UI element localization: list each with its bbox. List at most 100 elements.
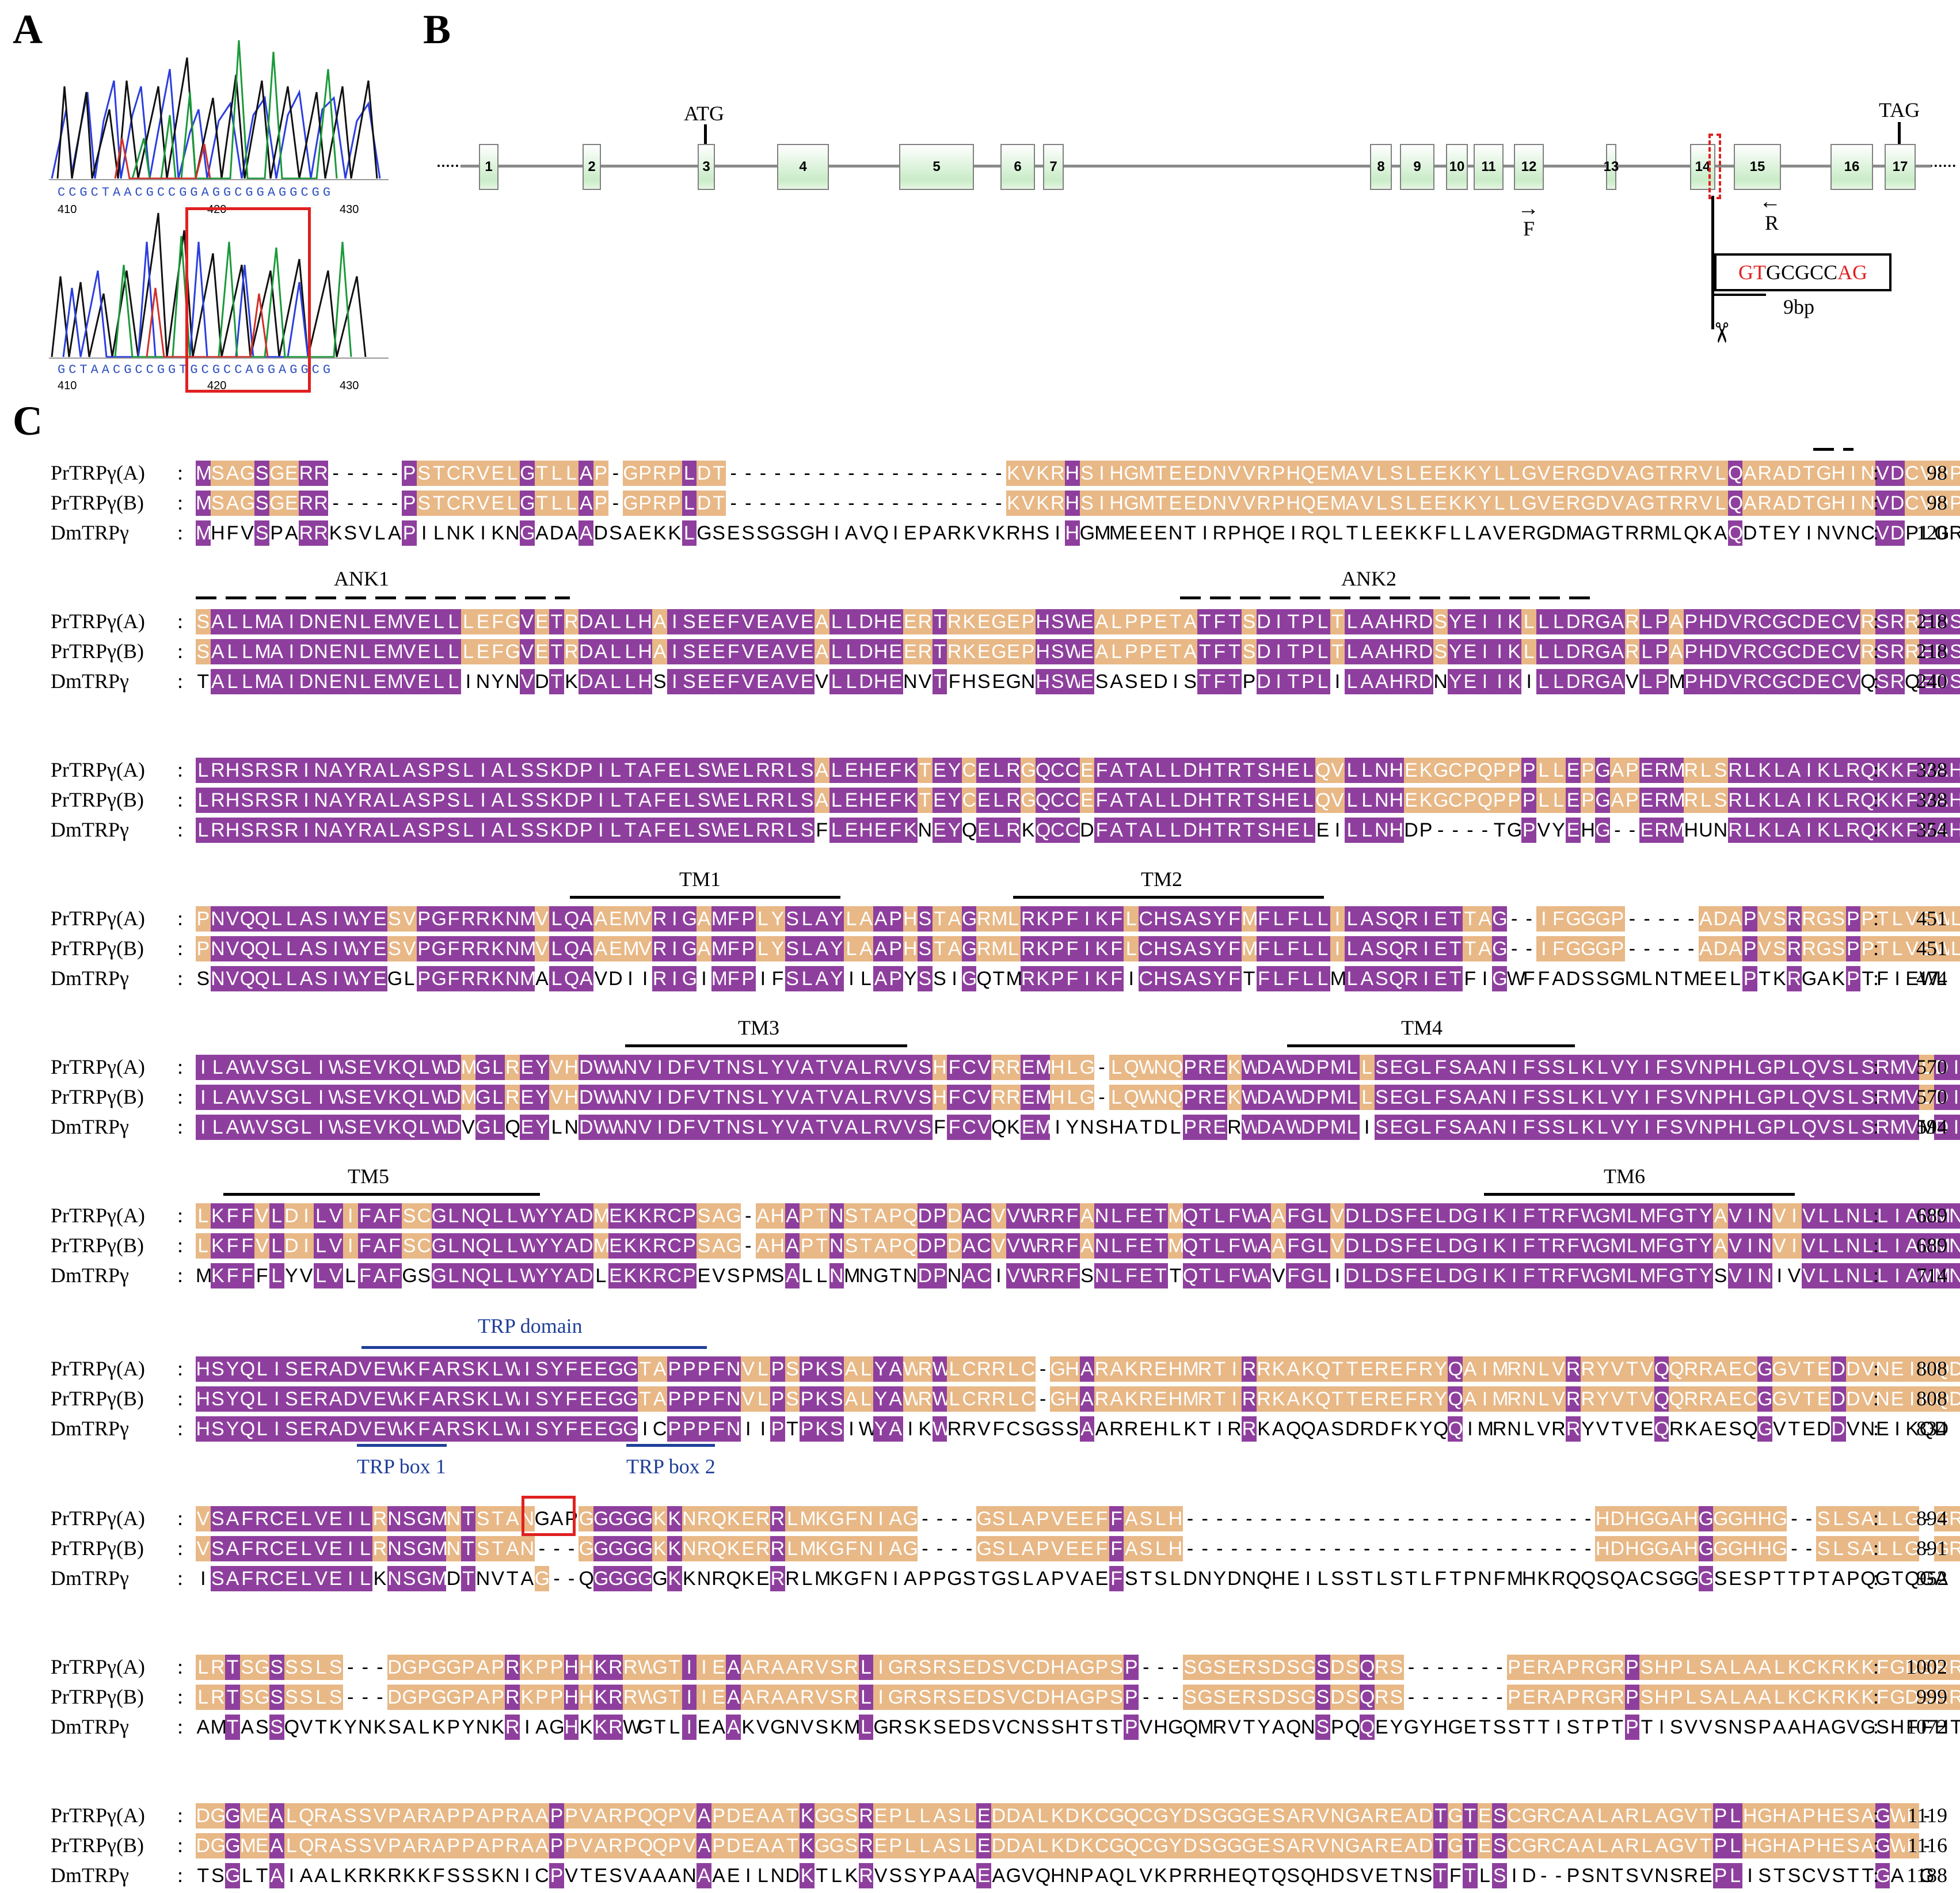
residue: L [446, 609, 461, 634]
residue: S [1551, 1085, 1566, 1110]
residue: G [637, 1506, 653, 1531]
residue: L [1403, 461, 1419, 486]
residue: V [859, 522, 873, 544]
residue: A [1904, 1263, 1920, 1288]
residue: E [1551, 491, 1566, 516]
residue: L [829, 669, 844, 694]
residue: Q [239, 1416, 255, 1442]
residue: Y [1390, 1716, 1403, 1738]
residue: V [1242, 461, 1257, 486]
residue: F [726, 609, 741, 634]
residue: N [505, 671, 520, 693]
residue: S [344, 522, 357, 544]
residue: M [431, 1566, 448, 1591]
residue: L [490, 1263, 505, 1288]
residue: R [1301, 522, 1315, 544]
residue: L [431, 669, 447, 694]
residue: G [991, 1568, 1007, 1590]
sequence-name: PrTRPγ(B) [51, 1234, 144, 1257]
separator: : [1873, 937, 1879, 960]
residue: S [1581, 968, 1594, 990]
residue: G [800, 522, 815, 544]
residue: G [1006, 671, 1022, 693]
residue: N [1757, 1203, 1772, 1229]
residue: T [1242, 818, 1257, 843]
residue: D [726, 1833, 741, 1858]
residue: V [1875, 491, 1890, 516]
residue: - [951, 492, 958, 514]
residue: H [1197, 758, 1212, 783]
residue: - [1452, 1686, 1459, 1708]
residue: S [1095, 1116, 1109, 1138]
residue: V [1359, 461, 1375, 486]
residue: S [328, 1685, 343, 1710]
residue: A [1316, 1418, 1330, 1440]
residue: T [1198, 1418, 1211, 1440]
residue: A [1713, 1386, 1728, 1412]
residue: A [225, 1566, 240, 1591]
residue: S [402, 1506, 417, 1531]
residue: L [1830, 758, 1846, 783]
residue: S [284, 1356, 299, 1382]
residue: S [196, 639, 211, 664]
separator: : [1873, 670, 1879, 693]
residue: S [844, 1233, 859, 1259]
residue: T [1212, 788, 1227, 813]
residue: G [608, 1386, 623, 1412]
sequence-name: PrTRPγ(B) [51, 491, 144, 514]
residue: E [873, 818, 888, 843]
residue: S [460, 1356, 476, 1382]
residue: T [1197, 639, 1212, 664]
residue: D [726, 1803, 741, 1829]
residue: A [1095, 1418, 1109, 1440]
residue: I [667, 906, 682, 932]
residue: N [1065, 1865, 1080, 1887]
residue: A [844, 522, 858, 544]
residue: P [682, 1356, 697, 1382]
residue: E [697, 1716, 711, 1738]
residue: N [1948, 1263, 1960, 1288]
residue: T [918, 788, 933, 813]
residue: - [1570, 1538, 1577, 1560]
residue: L [1875, 1263, 1890, 1288]
residue: - [1614, 819, 1621, 841]
residue: A [225, 1536, 240, 1561]
residue: I [760, 1418, 766, 1440]
residue: R [1683, 1356, 1699, 1382]
residue: D [342, 1416, 358, 1442]
residue: F [1654, 1115, 1669, 1140]
residue: L [1730, 968, 1741, 990]
residue: G [829, 1803, 844, 1829]
residue: L [1536, 639, 1551, 664]
residue: I [848, 1418, 854, 1440]
residue: T [1773, 1568, 1786, 1590]
residue: G [1403, 1716, 1419, 1738]
residue: K [1757, 818, 1772, 843]
residue: F [1906, 1716, 1919, 1738]
residue: T [1448, 936, 1463, 961]
residue: M [1330, 491, 1346, 516]
residue: L [1698, 788, 1714, 813]
residue: I [1742, 1233, 1757, 1259]
residue: V [1727, 1203, 1743, 1229]
residue: R [1948, 1685, 1960, 1710]
residue: E [1375, 1716, 1388, 1738]
residue: L [1418, 1055, 1433, 1080]
residue: G [1403, 1115, 1419, 1140]
sequence-name: DmTRPγ [51, 1864, 129, 1887]
residue: L [1727, 1803, 1743, 1829]
residue: T [786, 1418, 798, 1440]
residue: L [682, 461, 697, 486]
residue: V [1537, 819, 1551, 841]
residue: T [1433, 1863, 1448, 1888]
residue: G [210, 1803, 226, 1829]
residue: E [608, 1263, 623, 1288]
residue: A [1182, 936, 1198, 961]
residue: I [269, 1386, 284, 1412]
residue: G [623, 1416, 638, 1442]
residue: S [1374, 1115, 1390, 1140]
residue: P [1182, 1055, 1198, 1080]
residue: A [579, 906, 594, 932]
